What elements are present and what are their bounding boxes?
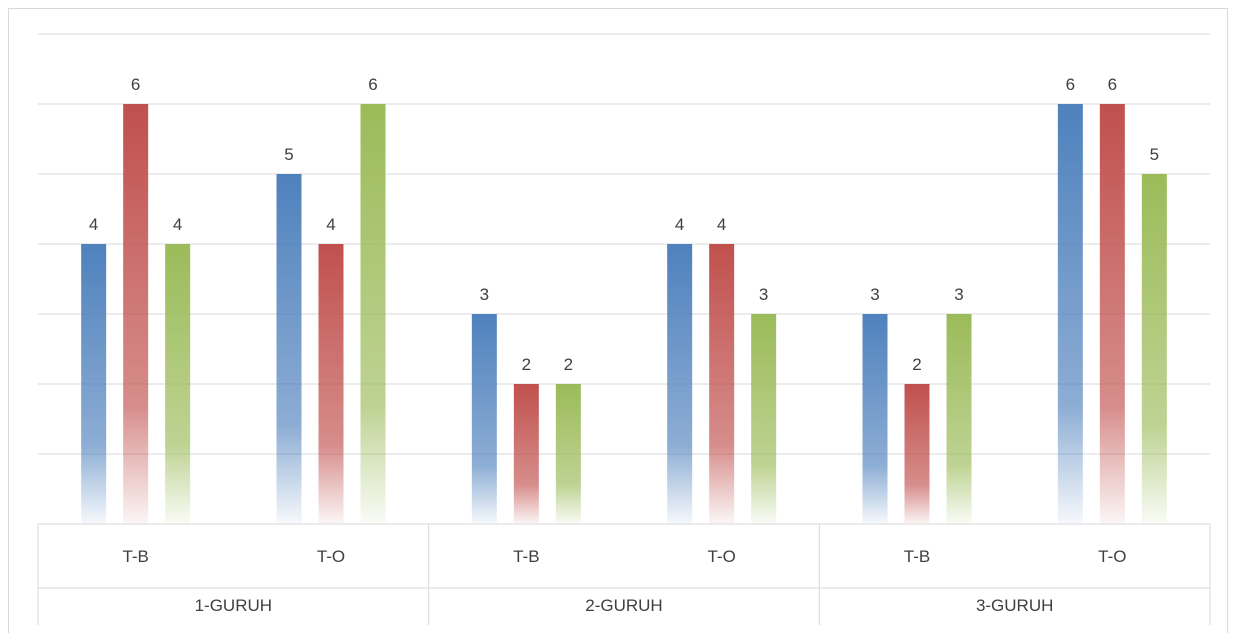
bar (81, 244, 107, 524)
category-label: T-B (904, 547, 930, 566)
bar (709, 244, 735, 524)
data-label: 4 (326, 215, 335, 234)
category-label: T-B (122, 547, 148, 566)
group-label: 3-GURUH (976, 596, 1053, 615)
chart-frame (8, 8, 1228, 633)
bar (946, 314, 972, 524)
bar (123, 104, 149, 524)
group-label: 2-GURUH (585, 596, 662, 615)
bars (81, 104, 1167, 524)
category-label: T-B (513, 547, 539, 566)
bar (318, 244, 344, 524)
bar (667, 244, 693, 524)
data-label: 5 (1150, 145, 1159, 164)
category-label: T-O (317, 547, 345, 566)
data-label: 6 (1108, 75, 1117, 94)
category-label: T-O (1098, 547, 1126, 566)
data-label: 3 (759, 285, 768, 304)
data-label: 6 (1066, 75, 1075, 94)
bar (904, 384, 930, 524)
data-label: 4 (89, 215, 98, 234)
bar (471, 314, 497, 524)
category-label: T-O (707, 547, 735, 566)
data-label: 6 (131, 75, 140, 94)
bar (1141, 174, 1167, 524)
bar (555, 384, 581, 524)
bar (1057, 104, 1083, 524)
data-label: 4 (173, 215, 182, 234)
data-label: 2 (564, 355, 573, 374)
data-label: 5 (284, 145, 293, 164)
bar (751, 314, 777, 524)
data-label: 2 (912, 355, 921, 374)
data-label: 3 (954, 285, 963, 304)
category-axis: T-B T-O T-B T-O T-B T-O 1-GURUH 2-GURUH 3-GURUH (37, 523, 1211, 625)
data-label: 3 (480, 285, 489, 304)
bar (862, 314, 888, 524)
bar (276, 174, 302, 524)
data-label: 3 (870, 285, 879, 304)
data-labels: 4 6 4 5 4 6 3 2 2 4 4 3 3 2 3 6 6 5 (89, 75, 1159, 374)
bar (1099, 104, 1125, 524)
data-label: 4 (675, 215, 684, 234)
bar (165, 244, 191, 524)
gridlines (38, 33, 1210, 455)
data-label: 4 (717, 215, 726, 234)
data-label: 6 (368, 75, 377, 94)
data-label: 2 (522, 355, 531, 374)
bar (360, 104, 386, 524)
bar (513, 384, 539, 524)
group-label: 1-GURUH (195, 596, 272, 615)
